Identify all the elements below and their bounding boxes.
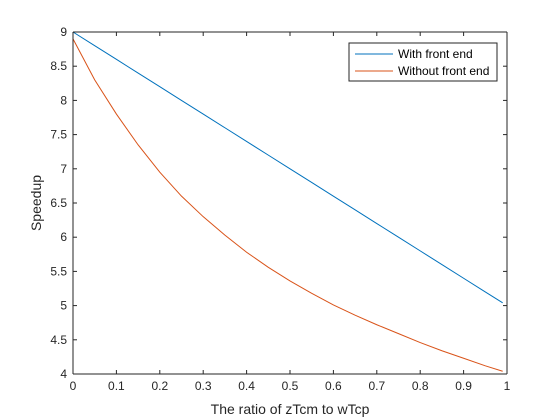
x-axis-label: The ratio of zTcm to wTcp bbox=[211, 401, 370, 417]
ticks-layer: 0 0.1 0.2 0.3 0.4 0.5 0.6 0.7 0.8 0.9 1 4 4.5 5 5.5 6 6.… bbox=[50, 25, 510, 393]
y-tick-label: 6.5 bbox=[50, 196, 67, 210]
x-tick-label: 1 bbox=[504, 379, 511, 393]
x-tick-label: 0 bbox=[70, 379, 77, 393]
x-tick-label: 0.7 bbox=[368, 379, 385, 393]
legend-box bbox=[348, 42, 498, 82]
series-line-with-front-end bbox=[72, 31, 503, 304]
legend-label-with-front-end: With front end bbox=[398, 47, 473, 61]
legend: With front end Without front end bbox=[348, 42, 498, 82]
y-tick-label: 4.5 bbox=[50, 333, 67, 347]
y-axis-label: Speedup bbox=[28, 175, 44, 231]
y-tick-label: 7.5 bbox=[50, 128, 67, 142]
y-tick-label: 8 bbox=[60, 93, 67, 107]
y-tick-label: 6 bbox=[60, 230, 67, 244]
x-tick-label: 0.4 bbox=[238, 379, 255, 393]
x-tick-label: 0.8 bbox=[412, 379, 429, 393]
y-tick-label: 9 bbox=[60, 25, 67, 39]
x-tick-label: 0.2 bbox=[151, 379, 168, 393]
plot-area bbox=[73, 32, 507, 374]
y-tick-label: 5.5 bbox=[50, 264, 67, 278]
x-tick-label: 0.3 bbox=[195, 379, 212, 393]
series-line-without-front-end bbox=[72, 38, 503, 372]
y-tick-label: 8.5 bbox=[50, 59, 67, 73]
series-layer bbox=[72, 31, 503, 372]
y-tick-label: 5 bbox=[60, 299, 67, 313]
y-tick-label: 4 bbox=[60, 367, 67, 381]
x-tick-label: 0.1 bbox=[108, 379, 125, 393]
x-tick-label: 0.9 bbox=[455, 379, 472, 393]
legend-label-without-front-end: Without front end bbox=[398, 64, 489, 78]
x-tick-label: 0.6 bbox=[325, 379, 342, 393]
y-tick-label: 7 bbox=[60, 162, 67, 176]
x-tick-label: 0.5 bbox=[282, 379, 299, 393]
